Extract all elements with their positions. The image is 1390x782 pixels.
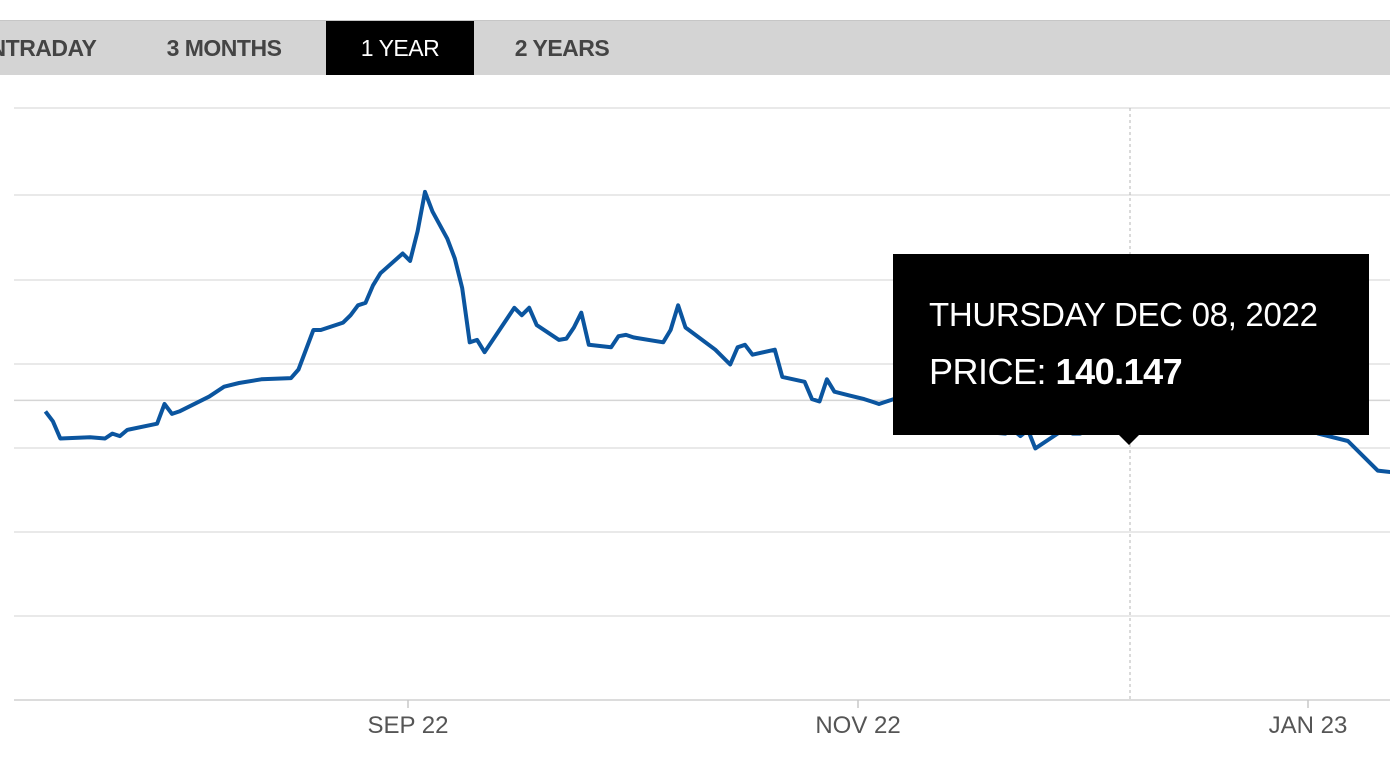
x-tick-label-jan23: JAN 23 <box>1268 712 1348 739</box>
x-axis-ticks <box>407 700 1309 708</box>
tab-3-months[interactable]: 3 MONTHS <box>166 35 282 61</box>
tab-1-year[interactable]: 1 YEAR <box>326 21 474 75</box>
tab-intraday[interactable]: INTRADAY <box>0 35 97 61</box>
x-tick-label-nov22: NOV 22 <box>815 712 901 739</box>
tooltip-pointer <box>1119 435 1139 445</box>
price-tooltip: THURSDAY DEC 08, 2022 PRICE: 140.147 <box>893 254 1369 445</box>
tooltip-price-label: PRICE: <box>929 351 1047 392</box>
tooltip-price-value: 140.147 <box>1055 351 1183 392</box>
tooltip-price: PRICE: 140.147 <box>929 351 1183 393</box>
tooltip-date: THURSDAY DEC 08, 2022 <box>929 296 1318 333</box>
x-tick-label-sep22: SEP 22 <box>367 712 449 739</box>
range-tab-bar: INTRADAY 3 MONTHS 1 YEAR 2 YEARS <box>0 20 1390 75</box>
tab-2-years[interactable]: 2 YEARS <box>514 35 610 61</box>
